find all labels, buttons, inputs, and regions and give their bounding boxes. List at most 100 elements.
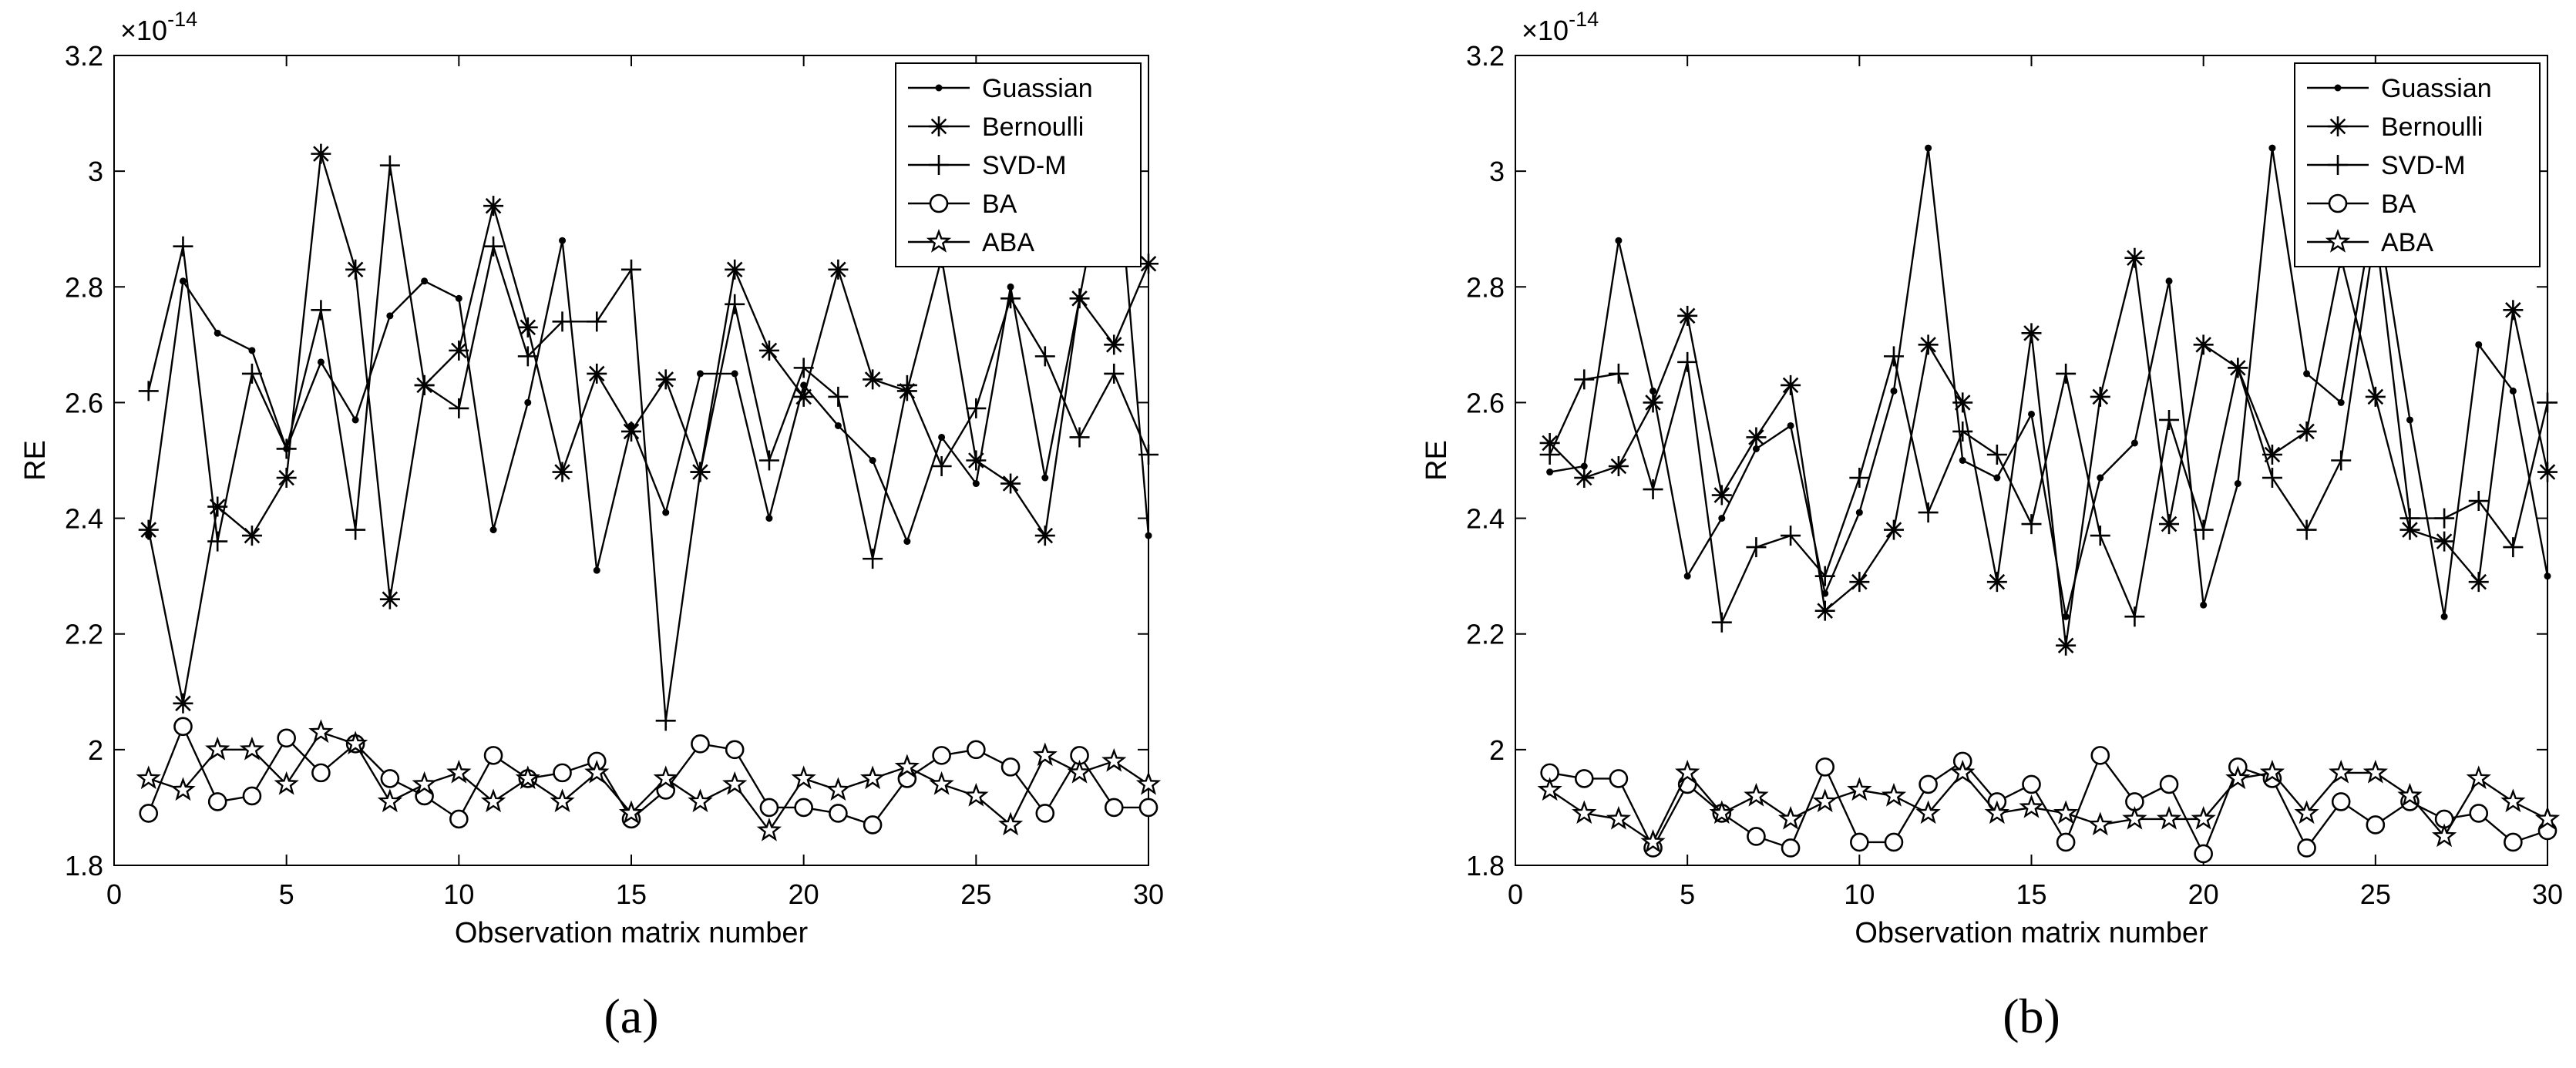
data-point: [550, 788, 575, 813]
data-point: [1952, 392, 1973, 413]
data-point: [2296, 421, 2317, 442]
data-point: [1546, 469, 1554, 476]
legend-marker: [2334, 84, 2342, 92]
data-point: [2262, 444, 2282, 465]
data-point: [1574, 468, 1595, 489]
x-tick-label: 5: [1680, 878, 1695, 910]
data-point: [1640, 828, 1666, 853]
legend-label: Guassian: [982, 74, 1093, 103]
data-point: [2087, 811, 2113, 836]
legend-item: Guassian: [2307, 74, 2492, 103]
data-point: [1138, 798, 1159, 818]
data-point: [826, 777, 851, 801]
data-point: [1104, 798, 1124, 818]
data-point: [379, 155, 400, 176]
data-point: [791, 765, 816, 790]
data-point: [758, 450, 779, 471]
data-point: [446, 759, 472, 784]
data-point: [2431, 823, 2457, 848]
data-point: [2399, 519, 2420, 540]
data-point: [966, 450, 987, 471]
data-point: [2056, 832, 2076, 852]
data-point: [966, 398, 987, 418]
data-point: [179, 277, 187, 285]
data-point: [351, 416, 359, 424]
y-tick-label: 3: [1489, 156, 1505, 187]
legend-item: Guassian: [908, 74, 1093, 103]
data-point: [552, 311, 573, 332]
data-point: [1781, 838, 1801, 858]
exponent-power: -14: [1569, 8, 1599, 31]
data-point: [1883, 519, 1904, 540]
data-point: [1850, 832, 1869, 852]
y-tick-label: 2.2: [1466, 619, 1505, 650]
data-point: [896, 374, 917, 395]
data-point: [380, 769, 400, 788]
data-point: [932, 746, 951, 765]
data-point: [662, 509, 670, 516]
data-point: [1608, 363, 1629, 384]
data-point: [2297, 838, 2316, 858]
exponent-power: -14: [167, 8, 197, 31]
data-point: [1918, 502, 1939, 523]
data-point: [1138, 444, 1159, 465]
data-point: [2337, 398, 2345, 406]
data-point: [449, 340, 469, 361]
y-tick-label: 2: [88, 734, 103, 766]
data-point: [248, 347, 256, 354]
data-point: [342, 730, 368, 755]
data-point: [1007, 283, 1014, 291]
data-point: [1537, 777, 1562, 801]
data-point: [765, 515, 773, 522]
data-point: [584, 759, 610, 784]
data-point: [2200, 601, 2208, 609]
data-point: [559, 237, 567, 244]
series-line: [147, 153, 1150, 704]
data-point: [655, 369, 676, 390]
data-point: [2544, 573, 2551, 580]
y-tick-label: 3.2: [65, 40, 103, 72]
data-point: [1709, 800, 1734, 825]
data-point: [863, 549, 883, 569]
data-point: [207, 496, 228, 517]
data-point: [386, 312, 394, 320]
data-point: [618, 800, 644, 825]
data-point: [515, 765, 540, 790]
chart-panel-b: 0 5 10 15 20 25 30 1.8 2 2.2 2.4 2.6 2.8 3 3.2 ×10-14 Ob…: [1421, 8, 2563, 1043]
data-point: [1744, 782, 1769, 807]
data-point: [690, 462, 711, 482]
x-tick-label: 30: [2532, 878, 2563, 910]
data-point: [1574, 769, 1594, 788]
x-tick-label: 0: [1508, 878, 1523, 910]
data-point: [722, 771, 748, 795]
data-point: [621, 421, 641, 442]
data-point: [2193, 334, 2214, 355]
data-point: [345, 519, 366, 540]
data-point: [2362, 759, 2388, 784]
data-point: [207, 792, 227, 811]
data-point: [1574, 369, 1595, 390]
legend-item: BA: [908, 190, 1017, 219]
chart-panel-a: 0 5 10 15 20 25 30 1.8 2 2.2 2.4 2.6 2.8 3 3.2 ×10-14 Ob…: [19, 8, 1164, 1043]
data-point: [449, 398, 469, 418]
legend: Guassian Bernoulli SVD-M BA ABA: [2294, 62, 2541, 267]
data-point: [239, 736, 265, 761]
data-point: [2159, 774, 2179, 794]
data-point: [2021, 514, 2042, 535]
data-point: [829, 804, 848, 823]
series-line: [1549, 257, 2549, 647]
data-point: [483, 746, 503, 765]
data-point: [794, 798, 813, 818]
data-point: [1814, 600, 1835, 621]
data-point: [2159, 514, 2180, 535]
legend-item: Bernoulli: [2307, 113, 2483, 142]
x-tick-label: 15: [616, 878, 647, 910]
axis-exponent: ×10-14: [120, 8, 197, 46]
data-point: [2028, 410, 2035, 418]
data-point: [1746, 537, 1767, 558]
y-tick-label: 2.6: [1466, 387, 1505, 418]
data-point: [552, 462, 573, 482]
data-point: [2228, 358, 2248, 378]
data-point: [2399, 508, 2420, 529]
data-point: [2296, 519, 2317, 540]
